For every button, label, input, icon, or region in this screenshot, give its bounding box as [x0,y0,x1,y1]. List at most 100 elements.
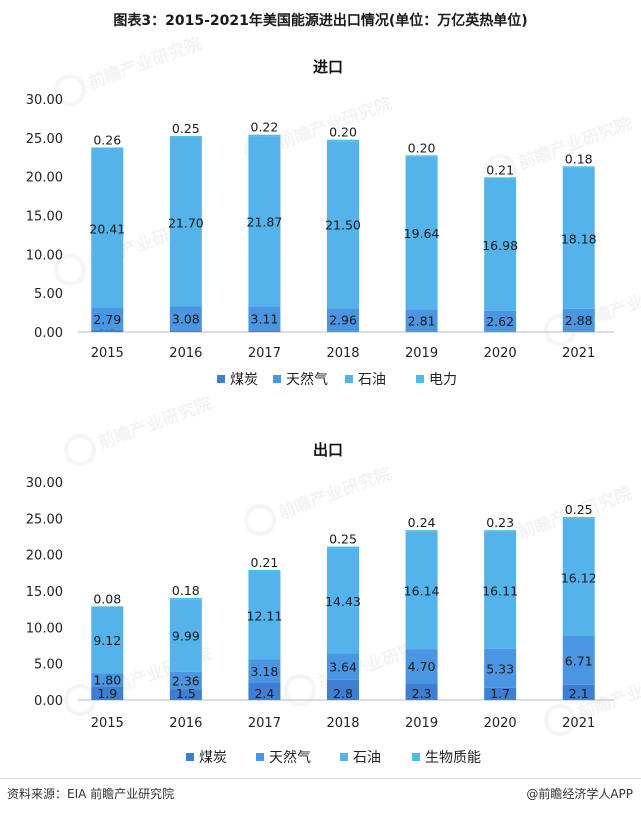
bar-segment [169,599,202,672]
bar-segment [562,684,595,700]
x-tick-label: 2020 [484,346,517,361]
chart-title: 进口 [313,58,343,76]
watermark-circle [64,434,96,466]
legend-label: 石油 [358,372,386,388]
bar-segment [327,331,359,332]
bar-segment [562,308,595,332]
data-label: 0.18 [172,583,200,598]
bar-segment [405,530,438,532]
data-label: 2.3 [412,686,432,701]
data-label: 0.22 [251,120,279,135]
bar-segment [327,308,359,332]
bar-segment [327,139,359,142]
x-tick-label: 2020 [484,716,517,731]
export-chart: 出口0.005.0010.0015.0020.0025.0030.001.91.… [26,441,614,766]
bar-segment [484,178,517,311]
data-label: 0.26 [93,132,121,147]
data-label: 16.11 [482,583,518,598]
legend-swatch [345,375,353,383]
data-label: 2.88 [565,313,593,328]
data-label: 20.41 [89,222,125,237]
y-tick-label: 0.00 [34,326,63,341]
data-label: 2.96 [329,313,357,328]
legend-label: 天然气 [286,371,328,388]
legend-swatch [416,375,424,383]
data-label: 0.25 [172,121,200,136]
data-label: 1.7 [490,686,510,701]
bar-segment [484,687,517,700]
chart-title: 出口 [313,441,343,459]
legend-label: 生物质能 [425,750,481,766]
bar-segment [405,155,438,157]
data-label: 9.12 [93,633,121,648]
bar-segment [248,569,281,572]
bar-segment [405,331,438,332]
bar-segment [405,649,438,684]
bar-segment [327,141,359,309]
watermark-circle [54,254,86,286]
legend-label: 天然气 [269,749,311,766]
x-tick-label: 2016 [169,346,202,361]
legend-swatch [273,375,281,383]
bar-segment [562,517,595,519]
bar-segment [405,156,438,310]
bar-segment [91,673,124,687]
data-label: 16.98 [482,238,518,253]
bar-segment [562,635,595,685]
bar-segment [484,530,517,532]
data-label: 6.71 [565,653,593,668]
bar-segment [91,606,124,674]
data-label: 21.50 [325,218,361,233]
bar-segment [169,330,202,332]
bar-segment [484,177,517,179]
data-label: 2.81 [408,313,436,328]
watermark-circle [54,74,86,106]
bar-segment [91,686,124,700]
legend-swatch [217,375,225,383]
bar-segment [248,571,281,660]
data-label: 21.87 [247,214,283,229]
data-label: 0.23 [486,515,514,530]
data-label: 19.64 [404,226,440,241]
data-label: 1.80 [93,673,121,688]
data-label: 0.21 [251,555,279,570]
figure-title: 图表3：2015-2021年美国能源进出口情况(单位：万亿英热单位) [113,13,528,29]
x-tick-label: 2015 [91,716,124,731]
watermark-text: 前瞻产业研究院 [275,463,394,523]
data-label: 0.08 [93,591,121,606]
legend-label: 电力 [429,372,457,388]
bar-segment [562,518,595,636]
watermark-logo: 前瞻产业研究院 [54,33,204,106]
data-label: 0.20 [408,140,436,155]
data-label: 3.64 [329,659,357,674]
import-chart: 进口0.005.0010.0015.0020.0025.0030.000.32.… [26,58,614,388]
bar-segment [91,149,124,309]
y-tick-label: 10.00 [26,621,63,636]
bar-segment [562,166,595,168]
bar-segment [405,309,438,332]
data-label: 4.70 [408,659,436,674]
watermark-circle [244,504,276,536]
bar-segment [91,329,124,332]
data-label: 0.25 [565,502,593,517]
bar-segment [248,330,281,332]
legend-label: 石油 [353,750,381,766]
legend-swatch [412,753,420,761]
source-note: 资料来源：EIA 前瞻产业研究院 [7,787,175,801]
bar-segment [169,671,202,690]
bar-segment [91,606,124,607]
credit-note: @前瞻经济学人APP [526,787,633,801]
y-tick-label: 15.00 [26,585,63,600]
bar-segment [169,306,202,331]
data-label: 1.9 [97,686,117,701]
x-tick-label: 2019 [405,716,438,731]
x-tick-label: 2021 [562,346,595,361]
data-label: 21.70 [168,215,204,230]
footer-divider [0,778,641,779]
x-tick-label: 2017 [248,346,281,361]
legend-swatch [186,753,194,761]
data-label: 0.20 [329,125,357,140]
watermark-text: 前瞻产业研究院 [85,33,204,93]
bar-segment [405,531,438,650]
